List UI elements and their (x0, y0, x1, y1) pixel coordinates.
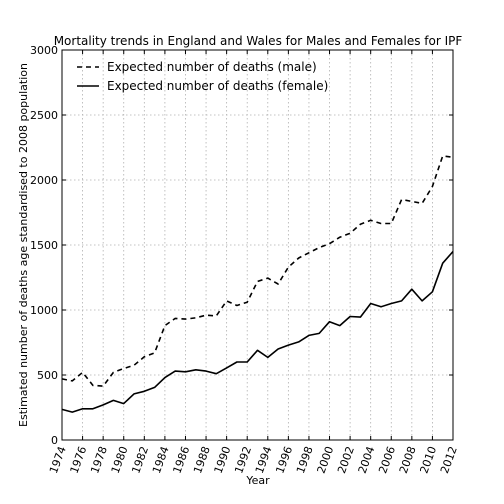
x-tick-label: 1980 (109, 445, 131, 476)
y-tick-label: 1000 (30, 304, 58, 317)
series-line-female (61, 250, 454, 413)
x-tick-label: 2008 (397, 445, 419, 476)
x-tick-label: 1996 (273, 445, 295, 476)
y-axis-label: Estimated number of deaths age standardi… (17, 63, 30, 427)
x-tick-label: 2006 (376, 445, 398, 476)
series-line-male (61, 155, 454, 387)
x-tick-label: 1988 (191, 445, 213, 476)
x-tick-label: 1994 (253, 445, 275, 476)
x-tick-label: 1998 (294, 445, 316, 476)
y-tick-label: 2000 (30, 174, 58, 187)
y-tick-label: 1500 (30, 239, 58, 252)
y-tick-label: 500 (37, 369, 58, 382)
y-tick-label: 3000 (30, 44, 58, 57)
x-tick-label: 2002 (335, 445, 357, 476)
x-tick-label: 1992 (232, 445, 254, 476)
x-tick-label: 1984 (150, 445, 172, 476)
legend: Expected number of deaths (male) Expected… (77, 60, 328, 93)
x-tick-label: 2010 (417, 445, 439, 476)
x-tick-label: 1982 (129, 445, 151, 476)
legend-label-male: Expected number of deaths (male) (107, 60, 317, 74)
x-axis-label: Year (245, 474, 270, 487)
chart-title: Mortality trends in England and Wales fo… (54, 34, 463, 48)
x-tick-label: 1978 (88, 445, 110, 476)
x-tick-label: 2004 (356, 445, 378, 476)
y-tick-label: 0 (51, 434, 58, 447)
x-tick-label: 1976 (68, 445, 90, 476)
x-tick-label: 1974 (47, 445, 69, 476)
grid (62, 50, 453, 440)
x-tick-label: 2000 (315, 445, 337, 476)
x-tick-label: 2012 (438, 445, 460, 476)
legend-label-female: Expected number of deaths (female) (107, 79, 328, 93)
data-series (61, 155, 454, 413)
ticks: 1974197619781980198219841986198819901992… (30, 44, 460, 475)
y-tick-label: 2500 (30, 109, 58, 122)
x-tick-label: 1986 (171, 445, 193, 476)
x-tick-label: 1990 (212, 445, 234, 476)
